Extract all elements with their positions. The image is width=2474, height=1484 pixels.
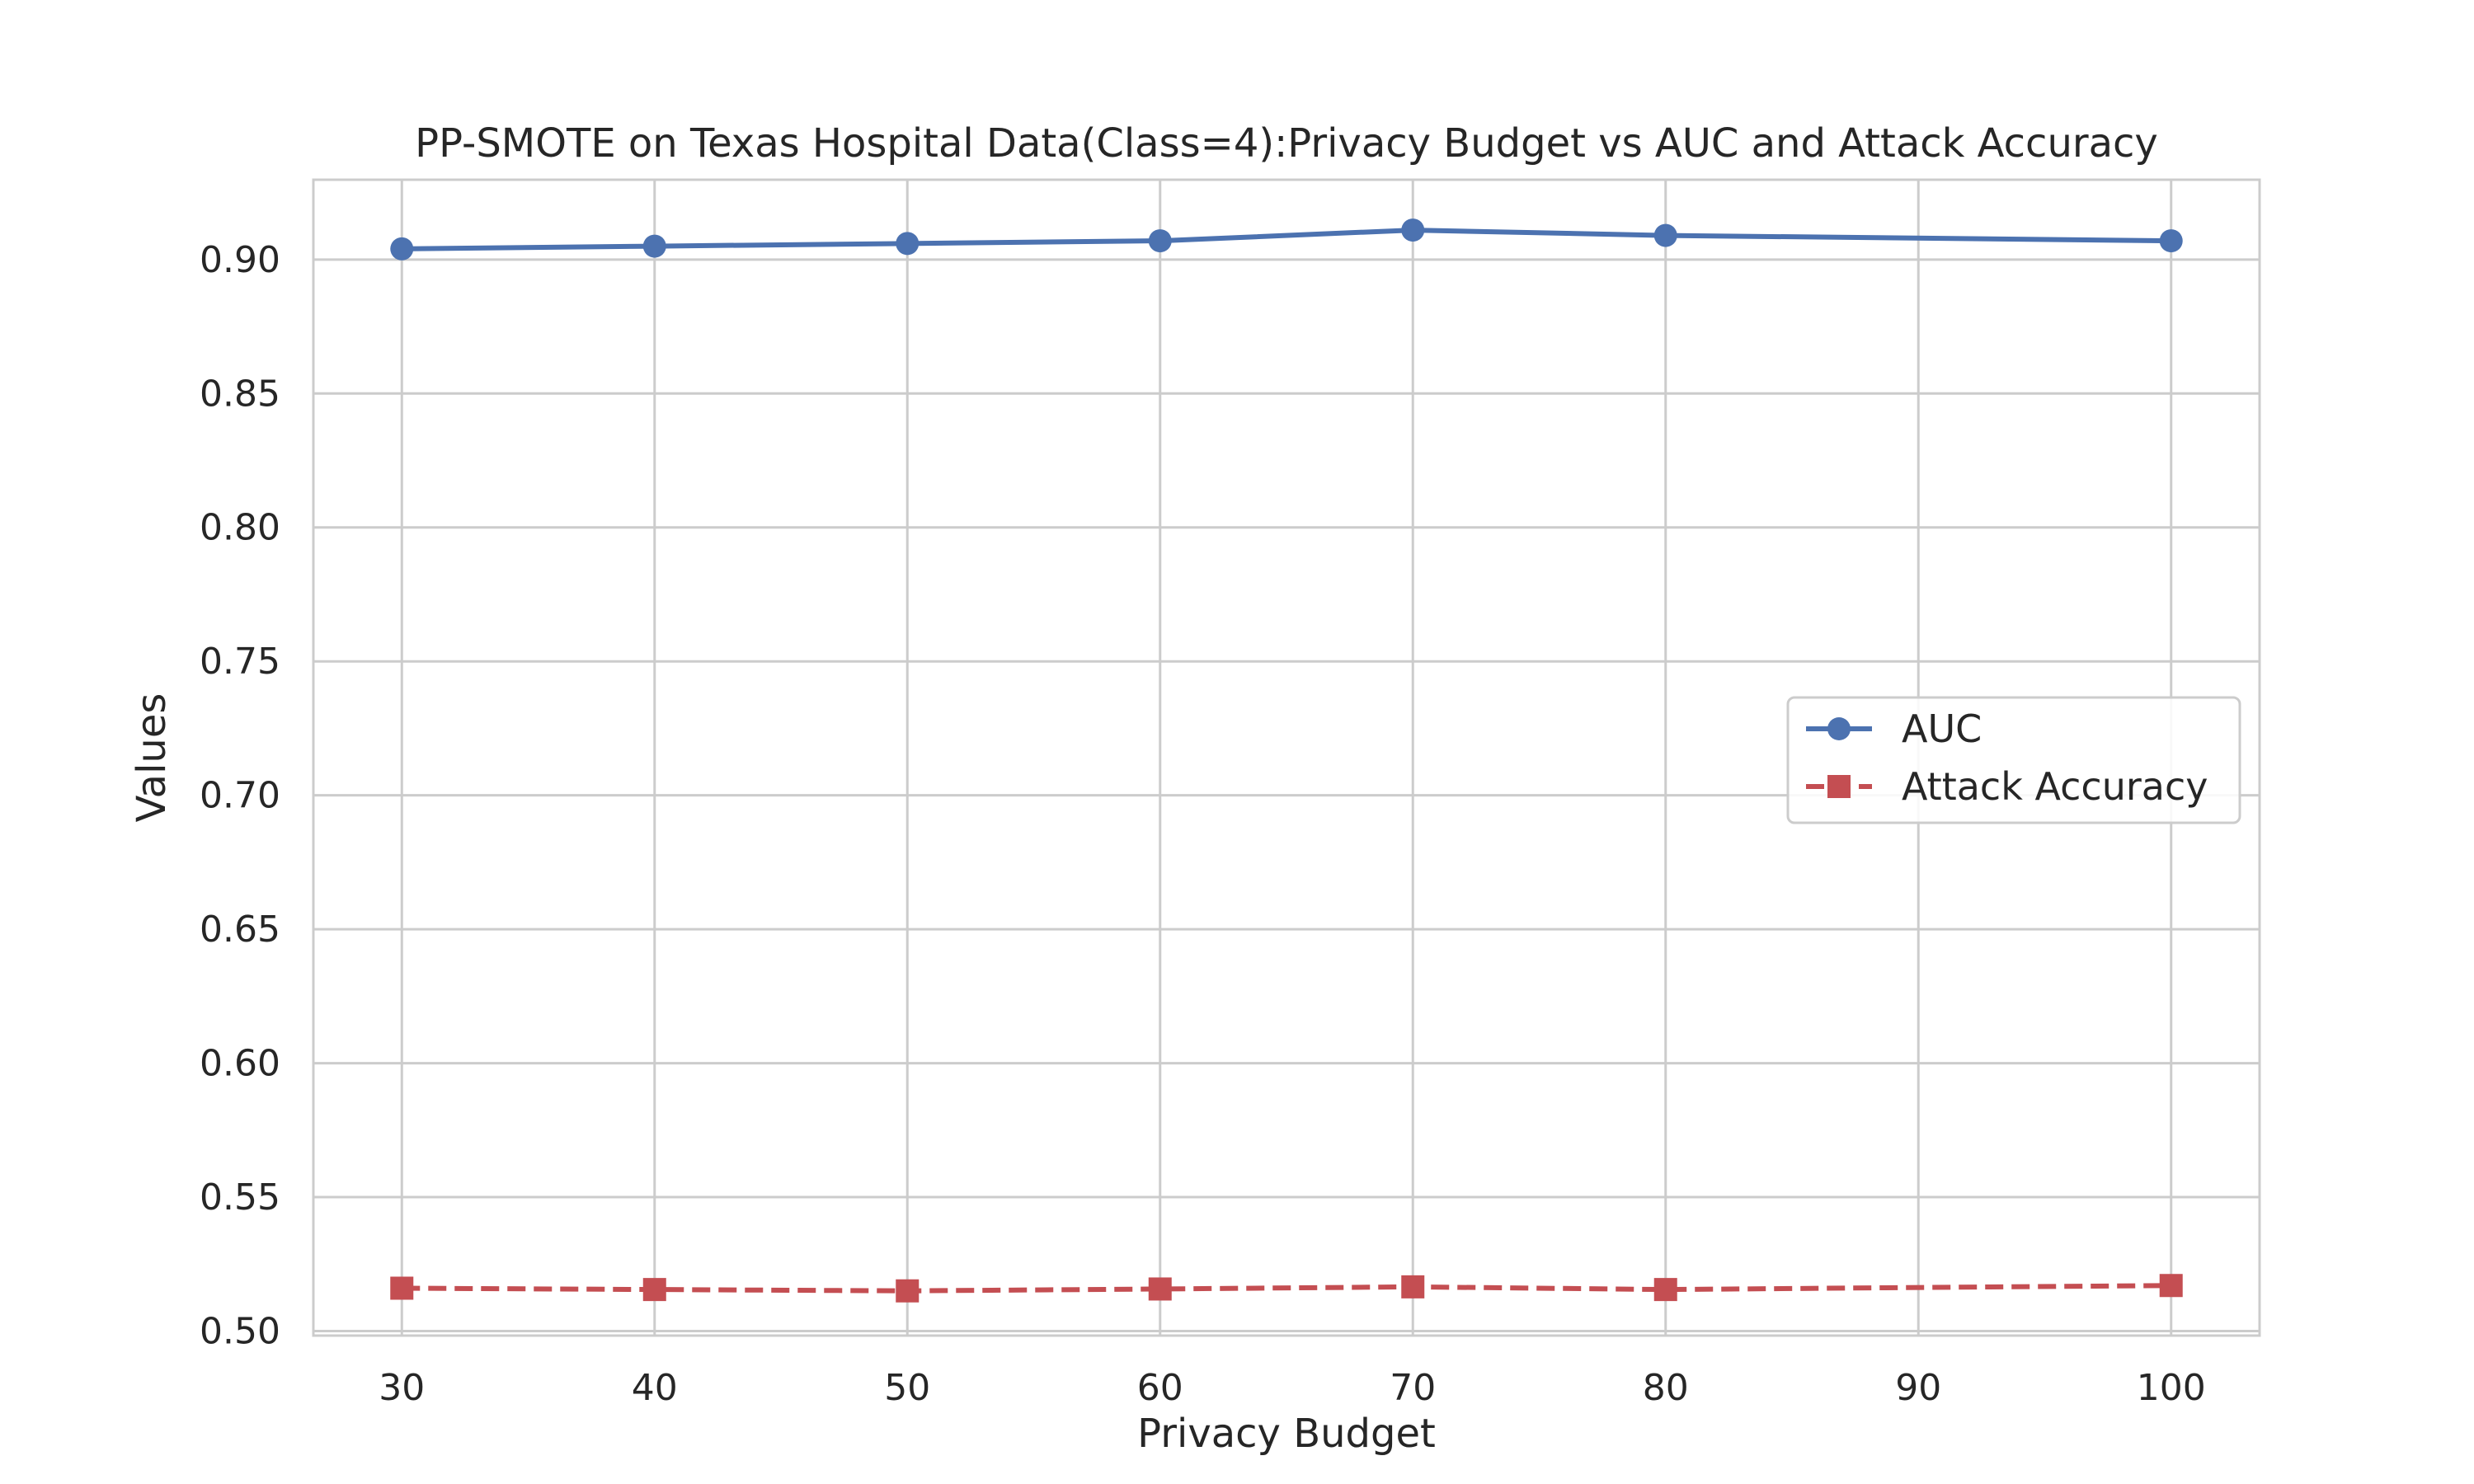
x-tick-label: 40 [632, 1367, 678, 1409]
y-tick-label: 0.55 [200, 1176, 280, 1219]
x-tick-label: 70 [1390, 1367, 1436, 1409]
y-tick-label: 0.65 [200, 909, 280, 951]
data-point [2159, 229, 2183, 253]
y-tick-label: 0.90 [200, 239, 280, 281]
data-point [2159, 1274, 2183, 1298]
data-point [390, 237, 414, 261]
legend-label: AUC [1902, 707, 1982, 751]
x-tick-label: 80 [1643, 1367, 1689, 1409]
data-point [1401, 218, 1425, 242]
x-tick-label: 100 [2137, 1367, 2206, 1409]
y-tick-label: 0.70 [200, 775, 280, 817]
ticks: 30 40 50 60 70 80 90 100 0.50 0.55 0.60 0.65 0.70 0.7… [200, 239, 2206, 1409]
y-axis-label: Values [129, 693, 175, 823]
x-tick-label: 90 [1895, 1367, 1941, 1409]
legend-marker [1827, 775, 1851, 798]
plot-frame [312, 178, 2261, 1337]
data-point [642, 1278, 666, 1302]
y-tick-label: 0.50 [200, 1310, 280, 1352]
x-axis-label: Privacy Budget [1137, 1411, 1436, 1457]
x-tick-label: 50 [884, 1367, 930, 1409]
y-tick-label: 0.85 [200, 373, 280, 415]
legend-label: Attack Accuracy [1902, 764, 2208, 809]
y-tick-label: 0.80 [200, 507, 280, 549]
data-point [1401, 1275, 1425, 1298]
legend-marker [1827, 717, 1851, 740]
data-point [1148, 1277, 1172, 1301]
data-point [390, 1276, 414, 1300]
x-tick-label: 60 [1137, 1367, 1183, 1409]
chart-title: PP-SMOTE on Texas Hospital Data(Class=4)… [415, 120, 2158, 167]
data-point [896, 1279, 920, 1303]
data-point [1653, 1278, 1677, 1302]
data-point [1148, 229, 1172, 253]
data-point [896, 232, 920, 256]
y-tick-label: 0.75 [200, 641, 280, 683]
series-layer [390, 218, 2183, 1303]
y-tick-label: 0.60 [200, 1043, 280, 1085]
legend: AUC Attack Accuracy [1786, 696, 2241, 824]
x-tick-label: 30 [379, 1367, 425, 1409]
data-point [642, 234, 666, 258]
legend-box [1786, 696, 2241, 824]
data-point [1653, 223, 1677, 247]
grid [313, 180, 2260, 1336]
